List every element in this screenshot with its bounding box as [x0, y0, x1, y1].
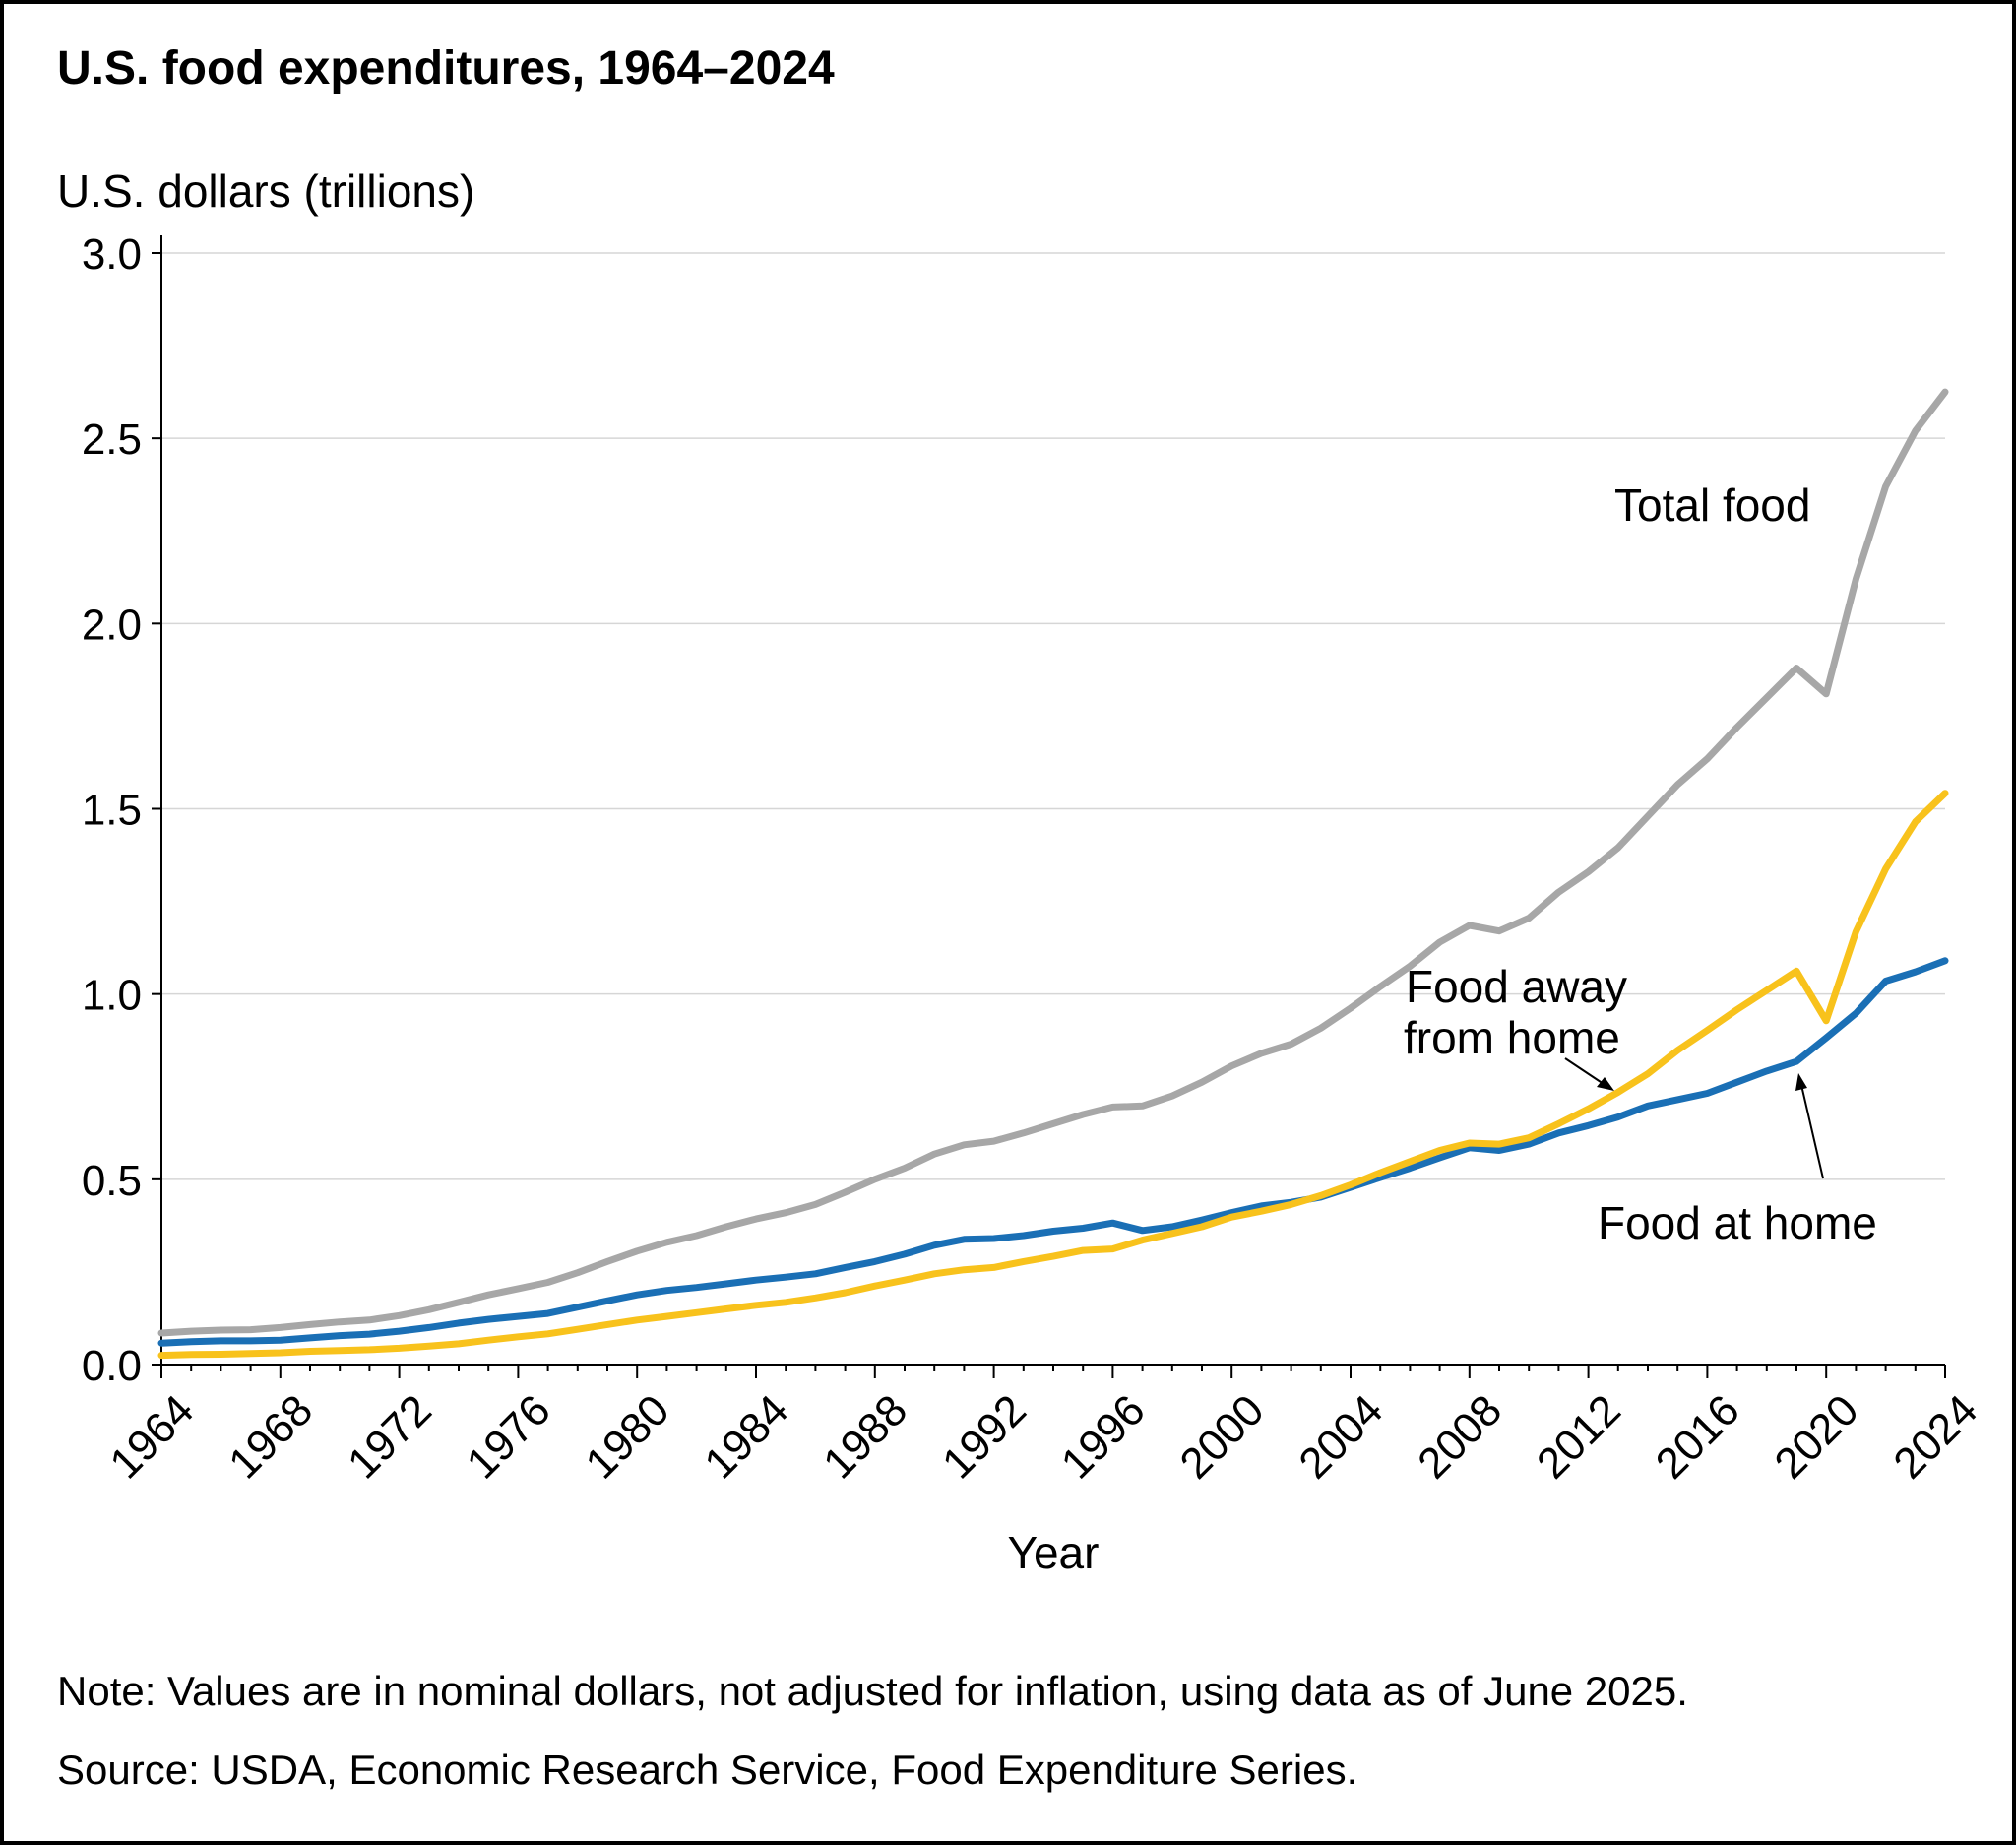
x-tick-label: 1992 — [933, 1386, 1036, 1489]
y-tick-label: 2.0 — [82, 601, 142, 649]
arrow-food-away — [1564, 1057, 1607, 1087]
y-tick-label: 2.5 — [82, 415, 142, 464]
x-tick-label: 2000 — [1171, 1386, 1274, 1489]
y-tick-label: 1.0 — [82, 972, 142, 1020]
x-tick-label: 1996 — [1052, 1386, 1155, 1489]
arrow-food-at-home — [1800, 1084, 1824, 1179]
y-tick-label: 3.0 — [82, 230, 142, 279]
x-axis-title: Year — [1008, 1527, 1100, 1578]
series-line-food-at-home — [158, 957, 1949, 1347]
chart-source: Source: USDA, Economic Research Service,… — [57, 1747, 1358, 1793]
series-line-food-away-from-home — [158, 790, 1949, 1360]
chart-title: U.S. food expenditures, 1964–2024 — [57, 42, 835, 95]
annotation-food-at-home: Food at home — [1598, 1197, 1877, 1248]
y-axis-label: U.S. dollars (trillions) — [57, 165, 475, 217]
gridlines — [161, 252, 1945, 1180]
arrow-head-food-at-home — [1796, 1073, 1807, 1091]
annotation-food-away-line1: Food away — [1406, 961, 1627, 1012]
x-tick-label: 1980 — [577, 1386, 679, 1489]
y-tick-label: 0.5 — [82, 1157, 142, 1205]
x-tick-label: 1976 — [458, 1386, 560, 1489]
arrow-head-food-away — [1597, 1077, 1614, 1091]
x-tick-label: 2020 — [1766, 1386, 1868, 1489]
x-tick-label: 2004 — [1290, 1386, 1392, 1489]
y-tick-label: 1.5 — [82, 787, 142, 835]
x-tick-label: 1984 — [695, 1386, 797, 1489]
chart-note: Note: Values are in nominal dollars, not… — [57, 1668, 1688, 1714]
x-tick-label: 2008 — [1409, 1386, 1511, 1489]
x-tick-label: 2016 — [1647, 1386, 1749, 1489]
x-tick-label: 1972 — [339, 1386, 441, 1489]
x-tick-label: 2024 — [1884, 1386, 1986, 1489]
x-tick-label: 1964 — [100, 1386, 203, 1489]
x-tick-label: 2012 — [1528, 1386, 1630, 1489]
annotation-food-away-line2: from home — [1404, 1012, 1620, 1063]
x-tick-label: 1968 — [220, 1386, 322, 1489]
y-tick-label: 0.0 — [82, 1342, 142, 1390]
annotations: Total food Food away from home Food at h… — [1404, 479, 1877, 1248]
series-line-total-food — [158, 388, 1949, 1337]
series-lines — [158, 388, 1949, 1360]
annotation-total-food: Total food — [1614, 479, 1810, 531]
x-tick-label: 1988 — [814, 1386, 916, 1489]
